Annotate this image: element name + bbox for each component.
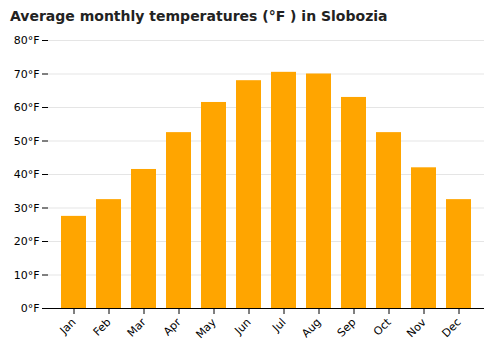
svg-text:10°F: 10°F xyxy=(14,269,40,282)
svg-text:30°F: 30°F xyxy=(14,202,40,215)
svg-text:Sep: Sep xyxy=(335,316,359,340)
svg-text:Oct: Oct xyxy=(371,315,394,338)
svg-text:Jun: Jun xyxy=(232,316,254,338)
svg-text:50°F: 50°F xyxy=(14,135,40,148)
svg-text:May: May xyxy=(193,315,219,341)
svg-text:Aug: Aug xyxy=(299,316,323,340)
svg-text:40°F: 40°F xyxy=(14,168,40,181)
svg-text:Nov: Nov xyxy=(404,315,429,340)
svg-text:0°F: 0°F xyxy=(21,302,40,315)
html-text:Average monthly temperatures (: Average monthly temperatures (°F ) in Sl… xyxy=(10,8,388,24)
svg-text:20°F: 20°F xyxy=(14,235,40,248)
svg-text:70°F: 70°F xyxy=(14,68,40,81)
svg-text:Jan: Jan xyxy=(57,316,79,338)
svg-text:Dec: Dec xyxy=(439,316,463,340)
svg-text:60°F: 60°F xyxy=(14,101,40,114)
svg-text:Feb: Feb xyxy=(91,316,114,339)
svg-text:Mar: Mar xyxy=(125,315,149,339)
svg-text:Jul: Jul xyxy=(269,316,288,335)
svg-text:Apr: Apr xyxy=(161,315,184,338)
svg-text:80°F: 80°F xyxy=(14,34,40,47)
